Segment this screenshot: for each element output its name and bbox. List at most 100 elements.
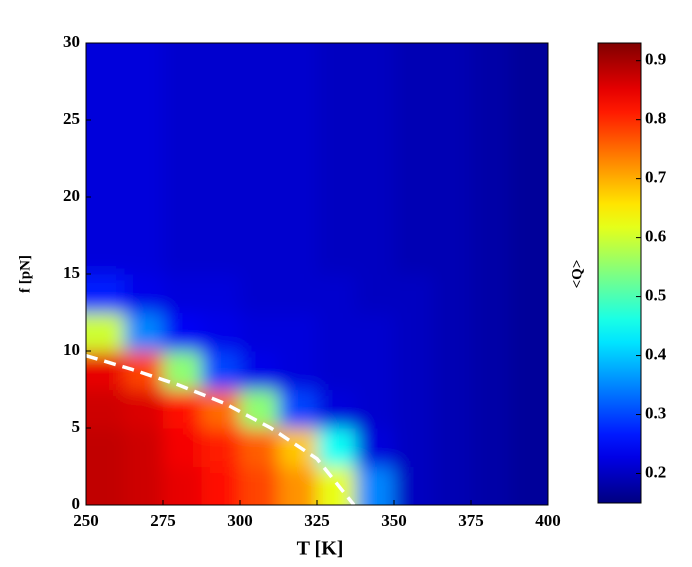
y-tick-label: 30 [63,32,80,51]
heatmap-cell [355,81,395,121]
heatmap-cell [394,120,433,159]
heatmap-cell [124,81,164,121]
heatmap-cell [163,389,202,429]
heatmap-cell [124,274,164,313]
heatmap-cell [509,274,548,313]
x-tick-label: 275 [150,511,176,530]
heatmap-cell [163,351,202,390]
heatmap-cell [124,389,164,429]
heatmap-cell [509,428,548,467]
heatmap-cell [278,43,318,82]
x-tick-label: 400 [535,511,561,530]
heatmap-cell [201,158,241,198]
heatmap-cell [432,81,472,121]
y-tick-label: 0 [72,494,81,513]
heatmap-cell [124,43,164,82]
heatmap-cell [278,312,318,352]
heatmap-cell [240,428,279,467]
heatmap-cell [317,351,356,390]
heatmap-area [86,43,548,505]
heatmap-cell [201,274,241,313]
heatmap-cell [394,158,433,198]
heatmap-cell [240,81,279,121]
heatmap-cell [278,197,318,236]
colorbar-tick-label: 0.2 [645,462,666,481]
heatmap-cell [278,274,318,313]
heatmap-cell [432,120,472,159]
colorbar-tick-label: 0.3 [645,403,666,422]
heatmap-cell [278,389,318,429]
heatmap-cell [317,197,356,236]
heatmap-cell [163,81,202,121]
heatmap-cell [86,389,125,429]
heatmap-cell [124,312,164,352]
colorbar-label: <Q> [569,260,585,289]
heatmap-cell [317,274,356,313]
heatmap-cell [163,120,202,159]
heatmap-cell [278,81,318,121]
heatmap-cell [471,158,510,198]
x-tick-label: 250 [73,511,99,530]
heatmap-cell [163,466,202,505]
heatmap-cell [509,43,548,82]
heatmap-cell [394,235,433,275]
heatmap-cell [471,389,510,429]
heatmap-cell [317,312,356,352]
colorbar-tick-label: 0.8 [645,109,666,128]
heatmap-cell [317,158,356,198]
heatmap-cell [394,351,433,390]
colorbar-tick-label: 0.4 [645,344,667,363]
heatmap-cell [355,428,395,467]
heatmap-cell [317,235,356,275]
heatmap-cell [355,351,395,390]
heatmap-cell [278,158,318,198]
heatmap-cell [509,81,548,121]
heatmap-cell [240,158,279,198]
heatmap-cell [355,43,395,82]
x-tick-label: 375 [458,511,484,530]
heatmap-cell [394,428,433,467]
dashed-line [86,353,356,505]
heatmap-cell [86,81,125,121]
heatmap-cell [240,312,279,352]
heatmap-cell [201,81,241,121]
heatmap-cell [201,428,241,467]
heatmap-cell [355,466,395,505]
heatmap-cell [471,351,510,390]
x-tick-label: 325 [304,511,330,530]
heatmap-cell [124,235,164,275]
heatmap-cell [317,43,356,82]
heatmap-cell [394,389,433,429]
heatmap-cell [471,235,510,275]
heatmap-cell [432,158,472,198]
heatmap-cell [201,43,241,82]
heatmap-cell [317,428,356,467]
heatmap-cell [278,351,318,390]
y-tick-label: 20 [63,186,80,205]
heatmap-cell [394,274,433,313]
x-tick-label: 350 [381,511,407,530]
heatmap-cell [355,120,395,159]
heatmap-cell [201,351,241,390]
heatmap-cell [432,197,472,236]
heatmap-cell [163,312,202,352]
heatmap-cell [124,428,164,467]
heatmap-cell [355,197,395,236]
heatmap-cell [432,43,472,82]
y-tick-label: 5 [72,417,81,436]
heatmap-cell [86,274,125,313]
heatmap-cell [124,197,164,236]
heatmap-cell [471,428,510,467]
y-tick-label: 10 [63,340,80,359]
heatmap-cell [394,197,433,236]
heatmap-cell [394,312,433,352]
heatmap-cell [509,351,548,390]
heatmap-cell [86,120,125,159]
heatmap-cell [509,312,548,352]
heatmap-cell [509,120,548,159]
heatmap-cell [201,235,241,275]
heatmap-cell [317,81,356,121]
heatmap-cell [355,158,395,198]
heatmap-cell [163,274,202,313]
heatmap-cell [432,428,472,467]
